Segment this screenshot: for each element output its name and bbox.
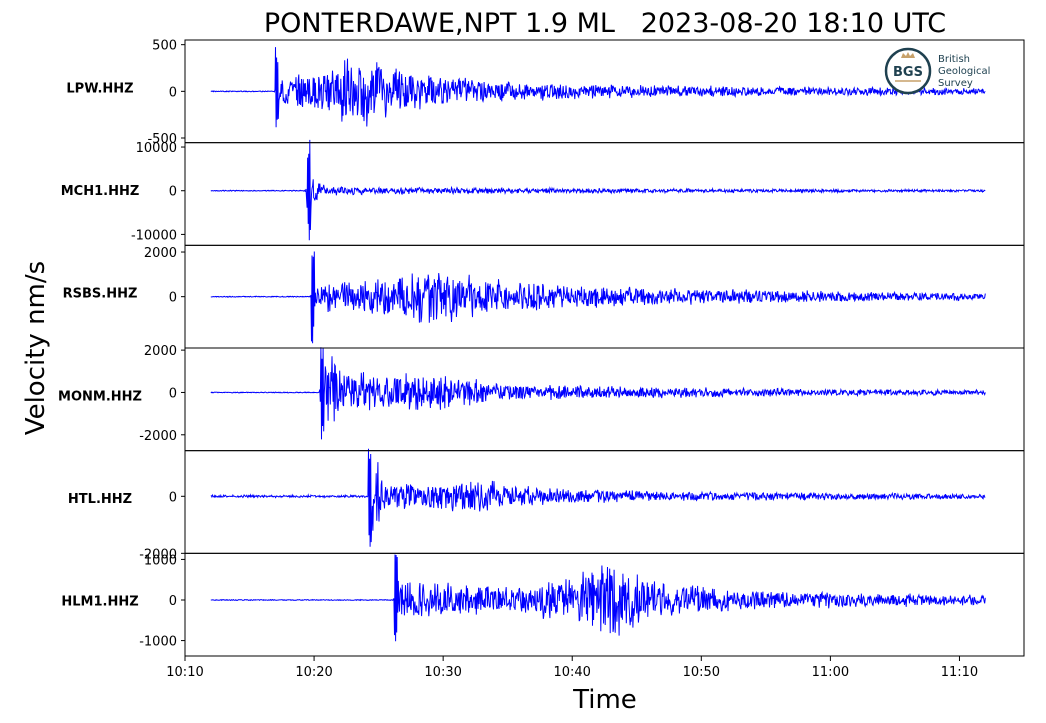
bgs-logo: BGS British Geological Survey — [884, 47, 990, 95]
waveform-line — [210, 554, 986, 642]
y-tick-label: -500 — [147, 132, 177, 147]
y-tick-label: -1000 — [139, 635, 177, 650]
y-tick-label: 2000 — [144, 246, 177, 261]
trace-panel: LPW.HHZ 500 0 -500 — [66, 39, 1025, 147]
waveform-line — [210, 347, 986, 440]
x-tick-label: 10:50 — [683, 665, 720, 680]
y-tick-label: 0 — [169, 291, 177, 306]
y-tick-label: -2000 — [139, 547, 177, 562]
crown-icon — [901, 52, 915, 58]
station-label: LPW.HHZ — [66, 81, 133, 96]
y-tick-label: 500 — [152, 39, 177, 54]
chart-title: PONTERDAWE,NPT 1.9 ML 2023-08-20 18:10 U… — [264, 8, 946, 39]
y-tick-label: 0 — [169, 85, 177, 100]
x-axis: 10:10 10:20 10:30 10:40 10:50 11:00 11:10 — [166, 656, 978, 680]
y-tick-label: 0 — [169, 185, 177, 200]
y-tick-label: 0 — [169, 594, 177, 609]
bgs-logo-line-1: British — [938, 54, 970, 65]
trace-panel: HTL.HHZ 0 -2000 — [68, 448, 1025, 562]
trace-panel: RSBS.HHZ 2000 0 — [63, 244, 1025, 349]
trace-panel: MONM.HHZ 2000 0 -2000 — [58, 344, 1025, 452]
station-label: MCH1.HHZ — [61, 184, 140, 199]
y-axis-label: Velocity nm/s — [21, 261, 51, 435]
waveform-line — [210, 47, 986, 128]
waveform-line — [210, 448, 986, 547]
x-tick-label: 11:10 — [941, 665, 978, 680]
panel-frame — [184, 347, 1025, 452]
y-tick-label: -10000 — [131, 228, 177, 243]
trace-panels: LPW.HHZ5000-500MCH1.HHZ100000-10000RSBS.… — [58, 39, 1025, 657]
trace-panel: HLM1.HHZ 1000 0 -1000 — [61, 552, 1025, 657]
y-tick-label: 1000 — [144, 553, 177, 568]
x-tick-label: 10:40 — [553, 665, 590, 680]
bgs-logo-line-3: Survey — [938, 78, 973, 89]
station-label: HTL.HHZ — [68, 492, 132, 507]
y-tick-label: 10000 — [136, 141, 177, 156]
bgs-logo-ring — [884, 47, 932, 95]
station-label: RSBS.HHZ — [63, 287, 138, 302]
bgs-logo-initials: BGS — [893, 65, 923, 80]
y-tick-label: 0 — [169, 386, 177, 401]
bgs-logo-line-2: Geological — [938, 66, 990, 77]
panel-frame — [184, 552, 1025, 657]
station-label: MONM.HHZ — [58, 389, 142, 404]
station-label: HLM1.HHZ — [61, 595, 138, 610]
y-tick-label: 0 — [169, 490, 177, 505]
x-tick-label: 10:20 — [295, 665, 332, 680]
waveform-line — [210, 139, 986, 241]
trace-panel: MCH1.HHZ 10000 0 -10000 — [61, 139, 1025, 246]
y-tick-label: -2000 — [139, 429, 177, 444]
x-tick-label: 11:00 — [812, 665, 849, 680]
x-tick-label: 10:30 — [424, 665, 461, 680]
waveform-line — [210, 251, 986, 344]
x-axis-label: Time — [572, 685, 637, 715]
x-tick-label: 10:10 — [166, 665, 203, 680]
y-tick-label: 2000 — [144, 344, 177, 359]
